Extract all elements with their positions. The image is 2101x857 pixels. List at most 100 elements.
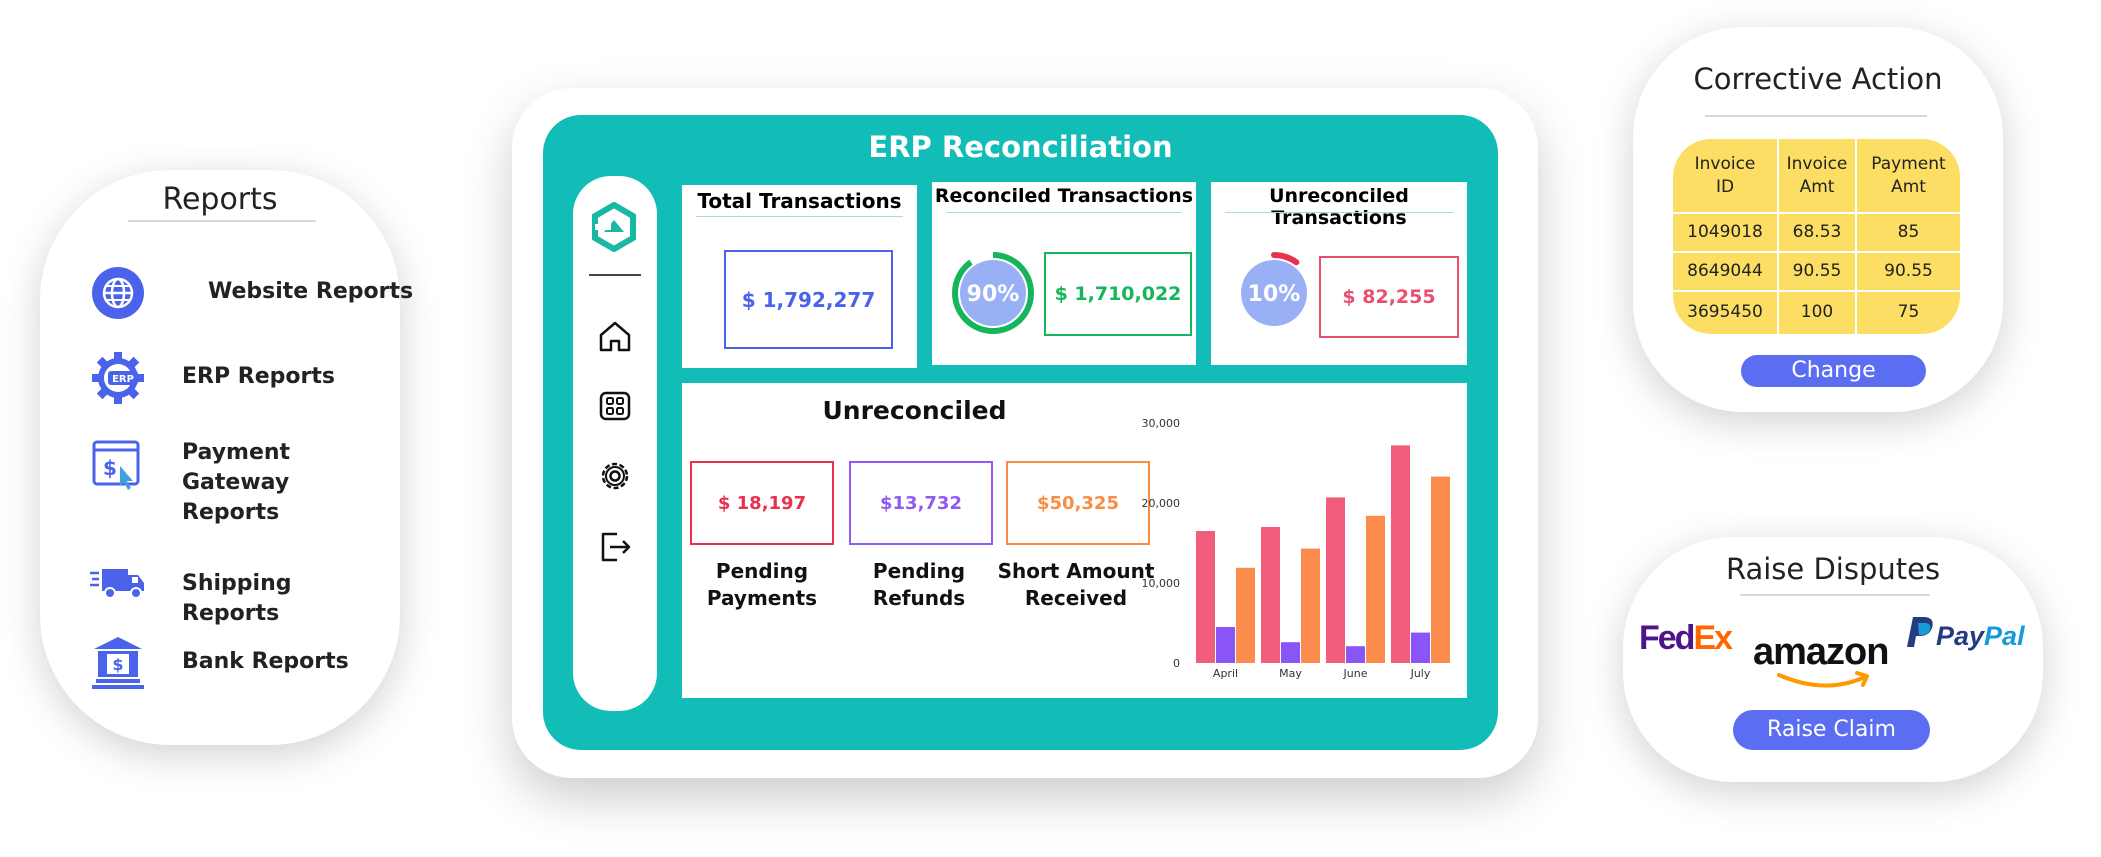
grid-icon[interactable] [595,386,635,426]
logout-icon[interactable] [595,526,635,566]
chart-bar [1391,445,1410,663]
raise-claim-button[interactable]: Raise Claim [1733,710,1930,750]
chart-bar [1366,515,1385,663]
x-tick-label: May [1279,667,1302,680]
dashboard-sidebar [573,176,657,711]
chart-bar [1196,531,1215,663]
invoice-table: Invoice ID Invoice Amt Payment Amt 1049018 … [1673,139,1960,334]
reconciled-transactions-value: $ 1,710,022 [1044,252,1192,336]
header-line: Amt [1799,176,1835,197]
corrective-action-title: Corrective Action [1693,62,1943,96]
header-line: Invoice [1694,153,1756,174]
unreconciled-bar-chart: 0 10,000 20,000 30,000 April May June July [1142,417,1450,680]
report-item-shipping[interactable]: Shipping Reports [90,555,410,626]
pending-payments-value: $ 18,197 [690,461,834,545]
truck-icon [90,569,144,599]
report-item-website[interactable]: Website Reports [90,265,413,325]
gear-icon[interactable] [595,456,635,496]
table-header-invoice-id: Invoice ID [1673,139,1777,212]
pending-payments-label-line1: Pending [715,559,809,583]
table-col-divider [1855,139,1857,334]
unreconciled-percent: 10% [1248,282,1301,307]
unreconciled-transactions-title: Unreconciled Transactions [1269,185,1409,229]
header-line: ID [1715,176,1735,197]
chart-bar [1301,548,1320,663]
paypal-logo-part: Pal [1984,621,2025,651]
unreconciled-donut-arc [1233,252,1315,334]
chart-bar [1236,567,1255,663]
unreconciled-transactions-panel: Unreconciled Transactions 10% $ 82,255 [1211,182,1467,365]
unreconciled-donut: 10% [1233,252,1315,334]
chart-bar [1346,646,1365,663]
x-tick-label: July [1410,667,1431,680]
erp-gear-icon: ERP [92,352,144,404]
x-tick-label: April [1213,667,1238,680]
bank-icon: $ [92,637,144,689]
table-cell: 68.53 [1792,222,1842,242]
report-label-erp: ERP Reports [182,364,335,389]
table-cell: 90.55 [1884,261,1933,281]
unreconciled-panel-title: Unreconciled [822,396,1007,425]
unreconciled-transactions-rule [1225,212,1453,213]
pending-refunds-label-line2: Refunds [872,586,966,610]
report-item-bank[interactable]: $ Bank Reports [90,635,410,695]
reconciled-donut-arc [952,252,1034,334]
home-icon[interactable] [595,316,635,356]
paypal-logo-part: Pay [1936,621,1985,651]
table-row-divider [1673,212,1960,214]
chart-bar [1261,527,1280,663]
report-item-erp[interactable]: ERP ERP Reports [90,350,410,410]
chart-bar [1431,476,1450,663]
table-header-invoice-amt: Invoice Amt [1779,139,1855,212]
svg-text:$: $ [103,456,117,480]
chart-bar [1216,627,1235,663]
logo-icon [592,202,636,252]
report-label-shipping: Shipping Reports [182,571,292,626]
pending-payments-label: Pending Payments [682,558,842,612]
table-cell: 3695450 [1687,301,1763,322]
total-transactions-rule [696,216,903,217]
y-tick-label: 10,000 [1142,577,1180,590]
x-tick-label: June [1343,667,1368,680]
y-tick-label: 30,000 [1142,417,1180,430]
table-row-divider [1673,251,1960,253]
chart-bar [1281,642,1300,663]
svg-text:$: $ [112,655,123,674]
table-cell: 75 [1897,301,1920,322]
fedex-logo: FedEx [1639,619,1733,658]
header-line: Amt [1891,176,1926,197]
short-amount-label-line1: Short Amount [997,559,1155,583]
corrective-action-card: Corrective Action Invoice ID Invoice Amt P… [1633,27,2003,412]
reports-card: Reports Website Reports ERP [40,170,413,745]
amazon-logo-text: amazon [1753,631,1889,673]
report-label-bank: Bank Reports [182,649,349,674]
corrective-action-divider [1705,115,1927,117]
report-label-payment-gateway: Payment Gateway Reports [182,440,291,525]
change-button[interactable]: Change [1741,355,1926,387]
fedex-logo-part: Ex [1693,619,1733,657]
svg-text:ERP: ERP [112,374,134,385]
dashboard-title: ERP Reconciliation [868,130,1173,164]
table-col-divider [1777,139,1779,334]
pending-refunds-label-line1: Pending [872,559,966,583]
paypal-p-icon [1907,617,1933,647]
reports-title: Reports [162,182,278,217]
chart-bar [1326,497,1345,663]
fedex-logo-part: Fed [1639,619,1695,657]
unreconciled-transactions-value: $ 82,255 [1319,256,1459,338]
amazon-smile-icon [1777,671,1869,688]
y-tick-label: 20,000 [1142,497,1180,510]
table-cell: 90.55 [1792,261,1842,281]
table-cell: 1049018 [1687,222,1763,242]
table-cell: 100 [1800,301,1834,322]
pending-refunds-label: Pending Refunds [839,558,999,612]
chart-bar [1411,632,1430,663]
raise-disputes-title: Raise Disputes [1725,552,1941,586]
report-item-payment-gateway[interactable]: $ Payment Gateway Reports [90,438,410,525]
pending-payments-label-line2: Payments [706,586,818,610]
sidebar-divider [589,274,641,276]
raise-disputes-card: Raise Disputes FedEx amazon PayPal Raise… [1623,537,2043,782]
total-transactions-value: $ 1,792,277 [724,250,893,349]
short-amount-label-line2: Received [1024,586,1128,610]
reconciled-percent: 90% [967,282,1020,307]
